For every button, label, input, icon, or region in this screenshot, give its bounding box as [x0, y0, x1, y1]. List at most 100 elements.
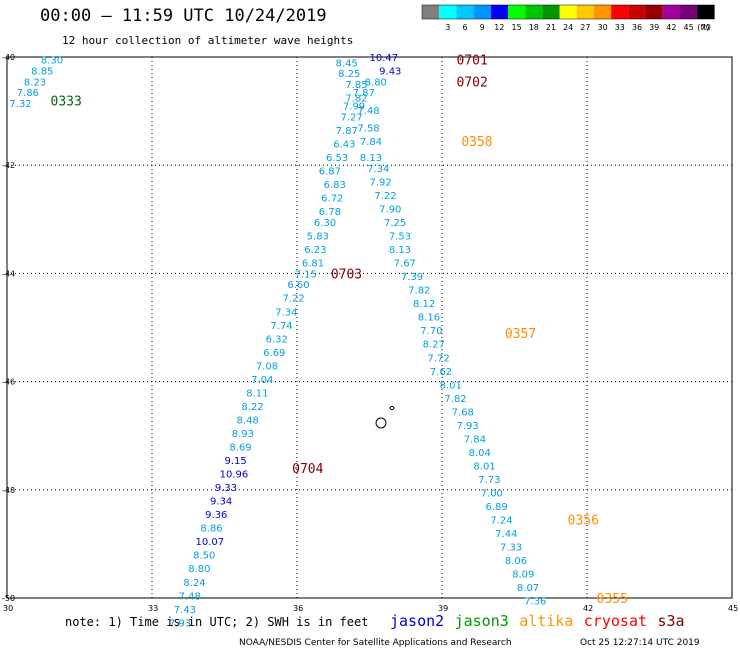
wave-height-label: 6.78: [319, 207, 341, 218]
track-time-label: 0702: [457, 75, 488, 90]
wave-height-label: 7.43: [174, 605, 196, 616]
lat-tick-label: -40: [2, 53, 15, 62]
wave-height-label: 7.99: [343, 102, 365, 113]
wave-height-label: 7.33: [500, 543, 522, 554]
wave-height-label: 6.30: [314, 218, 336, 229]
wave-height-label: 7.84: [464, 434, 486, 445]
legend-bin-label: 21: [546, 23, 556, 32]
wave-height-label: 7.39: [401, 272, 423, 283]
legend-color-swatch: [680, 5, 698, 19]
wave-height-label: 8.13: [389, 245, 411, 256]
legend-bin-label: 33: [615, 23, 625, 32]
track-time-label: 0333: [51, 94, 82, 109]
legend-color-swatch: [628, 5, 646, 19]
map-frame: [6, 56, 733, 599]
wave-height-label: 7.87: [336, 126, 358, 137]
wave-height-label: 8.86: [200, 524, 222, 535]
legend-color-swatch: [662, 5, 680, 19]
wave-height-label: 6.43: [333, 140, 355, 151]
wave-height-label: 7.08: [256, 361, 278, 372]
legend-bin-label: 24: [563, 23, 573, 32]
wave-height-label: 8.16: [418, 313, 440, 324]
wave-height-label: 8.07: [517, 583, 539, 594]
satellite-legend-s3a: s3a: [658, 612, 685, 630]
legend-bin-label: 12: [494, 23, 504, 32]
legend-color-swatch: [542, 5, 560, 19]
lon-tick-label: 42: [583, 604, 593, 613]
wave-height-label: 7.68: [452, 407, 474, 418]
wave-height-label: 7.22: [374, 191, 396, 202]
wave-height-label: 9.43: [379, 67, 401, 78]
wave-height-label: 8.13: [360, 153, 382, 164]
wave-height-label: 5.83: [307, 232, 329, 243]
legend-bin-label: 45: [684, 23, 694, 32]
legend-color-swatch: [645, 5, 663, 19]
wave-height-label: 7.87: [353, 88, 375, 99]
wave-height-label: 9.36: [205, 510, 227, 521]
wave-height-label: 8.06: [505, 556, 527, 567]
wave-height-label: 6.72: [321, 194, 343, 205]
wave-height-label: 7.92: [370, 177, 392, 188]
wave-height-label: 8.45: [336, 58, 358, 69]
wave-height-label: 8.23: [24, 77, 46, 88]
wave-height-label: 6.81: [302, 259, 324, 270]
legend-color-swatch: [508, 5, 526, 19]
legend-bin-label: 30: [598, 23, 608, 32]
satellite-legend-cryosat: cryosat: [584, 612, 647, 630]
legend-color-swatch: [439, 5, 457, 19]
legend-bin-label: 15: [512, 23, 522, 32]
wave-height-label: 7.25: [384, 218, 406, 229]
wave-height-label: 7.85: [345, 80, 367, 91]
wave-height-label: 7.15: [295, 269, 317, 280]
satellite-legend-jason3: jason3: [455, 612, 509, 630]
wave-height-label: 7.34: [275, 307, 297, 318]
lon-tick-label: 30: [3, 604, 13, 613]
lat-tick-label: -42: [2, 161, 15, 170]
legend-bin-label: 39: [649, 23, 659, 32]
legend-bin-label: 3: [445, 23, 450, 32]
wave-height-label: 9.33: [215, 483, 237, 494]
wave-height-label: 6.23: [304, 245, 326, 256]
wave-height-label: 8.22: [241, 402, 263, 413]
credit-text: NOAA/NESDIS Center for Satellite Applica…: [239, 638, 512, 648]
lat-tick-label: -44: [2, 269, 15, 278]
legend-color-swatch: [525, 5, 543, 19]
lon-tick-label: 33: [148, 604, 158, 613]
wave-height-label: 6.87: [319, 167, 341, 178]
wave-height-label: 9.15: [225, 456, 247, 467]
wave-height-label: 8.11: [246, 388, 268, 399]
wave-height-label: 6.89: [486, 502, 508, 513]
track-time-label: 0704: [292, 462, 323, 477]
wave-height-label: 7.93: [457, 421, 479, 432]
wave-height-label: 8.30: [41, 56, 63, 67]
wave-height-label: 7.72: [428, 353, 450, 364]
wave-height-label: 8.25: [338, 69, 360, 80]
wave-height-label: 8.01: [440, 380, 462, 391]
wave-height-label: 7.34: [367, 164, 389, 175]
page-subtitle: 12 hour collection of altimeter wave hei…: [62, 34, 354, 47]
wave-height-label: 7.84: [360, 137, 382, 148]
lat-tick-label: -48: [2, 486, 15, 495]
islet-outline: [389, 406, 395, 410]
legend-bin-label: 36: [632, 23, 642, 32]
generated-timestamp: Oct 25 12:27:14 UTC 2019: [580, 638, 700, 648]
wave-height-label: 8.93: [232, 429, 254, 440]
satellite-legend-altika: altika: [519, 612, 573, 630]
wave-height-label: 8.09: [512, 570, 534, 581]
wave-height-label: 6.32: [266, 334, 288, 345]
wave-height-label: 7.73: [478, 475, 500, 486]
legend-color-swatch: [422, 5, 440, 19]
island-outline: [375, 417, 387, 429]
wave-height-label: 6.83: [324, 180, 346, 191]
wave-height-label: 8.69: [229, 443, 251, 454]
legend-unit-label: (ft): [697, 23, 709, 32]
wave-height-label: 7.70: [420, 326, 442, 337]
lon-tick-label: 39: [438, 604, 448, 613]
lon-tick-label: 45: [728, 604, 738, 613]
wave-height-label: 7.74: [270, 321, 292, 332]
wave-height-label: 7.27: [341, 113, 363, 124]
legend-bin-label: 27: [580, 23, 590, 32]
wave-height-label: 7.90: [379, 204, 401, 215]
wave-height-label: 7.82: [444, 394, 466, 405]
